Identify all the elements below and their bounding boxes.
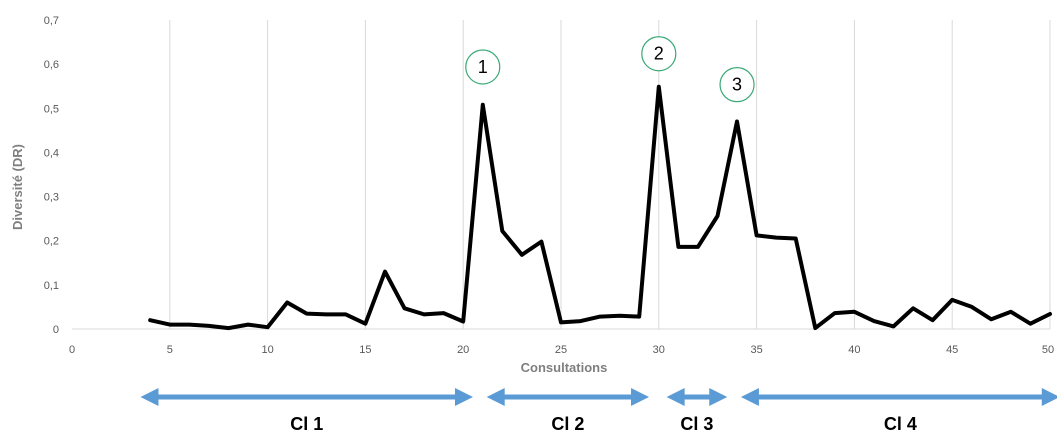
clusters: Cl 1 Cl 2 Cl 3 Cl 4: [140, 388, 1057, 434]
y-tick-label: 0,2: [44, 236, 59, 248]
annotation-circle: [719, 67, 755, 103]
x-tick-label: 0: [69, 344, 75, 356]
cluster-arrow-head-right: [631, 388, 650, 406]
y-axis-title: Diversité (DR): [10, 144, 25, 230]
cluster-label: Cl 2: [551, 414, 584, 434]
annotation-circle: [465, 49, 501, 85]
series-layer: [148, 84, 1052, 331]
cluster-3: Cl 3: [666, 388, 728, 434]
cluster-arrow-head-right: [454, 388, 473, 406]
annotation-marker-2: 2: [641, 36, 677, 72]
cluster-arrow-head-right: [1041, 388, 1057, 406]
x-tick-label: 30: [653, 344, 665, 356]
cluster-arrow-head-left: [140, 388, 159, 406]
cluster-2: Cl 2: [486, 388, 650, 434]
y-tick-label: 0,4: [44, 147, 59, 159]
x-tick-label: 50: [1042, 344, 1054, 356]
x-tick-label: 20: [457, 344, 469, 356]
y-tick-label: 0,6: [44, 59, 59, 71]
x-tick-label: 40: [848, 344, 860, 356]
cluster-arrow-head-left: [740, 388, 759, 406]
y-tick-label: 0: [53, 324, 59, 336]
y-tick-label: 0,1: [44, 280, 59, 292]
annotations: 1 2 3: [465, 36, 755, 103]
annotation-label: 3: [732, 75, 742, 95]
cluster-arrow-head-left: [666, 388, 685, 406]
y-tick-label: 0,5: [44, 103, 59, 115]
x-tick-label: 15: [359, 344, 371, 356]
x-axis-ticks: 0 5 10 15 20 25 30 35 40 45 50: [69, 344, 1054, 356]
annotation-label: 1: [478, 57, 488, 77]
cluster-arrow-head-left: [486, 388, 505, 406]
cluster-1: Cl 1: [140, 388, 473, 434]
cluster-label: Cl 4: [884, 414, 917, 434]
x-tick-label: 45: [946, 344, 958, 356]
cluster-label: Cl 3: [680, 414, 713, 434]
cluster-arrow-head-right: [709, 388, 728, 406]
x-axis-title: Consultations: [521, 360, 608, 375]
x-tick-label: 25: [555, 344, 567, 356]
annotation-circle: [641, 36, 677, 72]
annotation-label: 2: [654, 44, 664, 64]
y-tick-label: 0,7: [44, 15, 59, 27]
x-tick-label: 10: [261, 344, 273, 356]
y-tick-label: 0,3: [44, 192, 59, 204]
x-tick-label: 5: [167, 344, 173, 356]
series-line-0: [148, 84, 1052, 331]
grid: [169, 20, 1051, 329]
annotation-marker-3: 3: [719, 67, 755, 103]
y-axis-ticks: 0 0,1 0,2 0,3 0,4 0,5 0,6 0,7: [44, 15, 59, 336]
cluster-4: Cl 4: [740, 388, 1057, 434]
cluster-label: Cl 1: [290, 414, 323, 434]
annotation-marker-1: 1: [465, 49, 501, 85]
x-tick-label: 35: [750, 344, 762, 356]
